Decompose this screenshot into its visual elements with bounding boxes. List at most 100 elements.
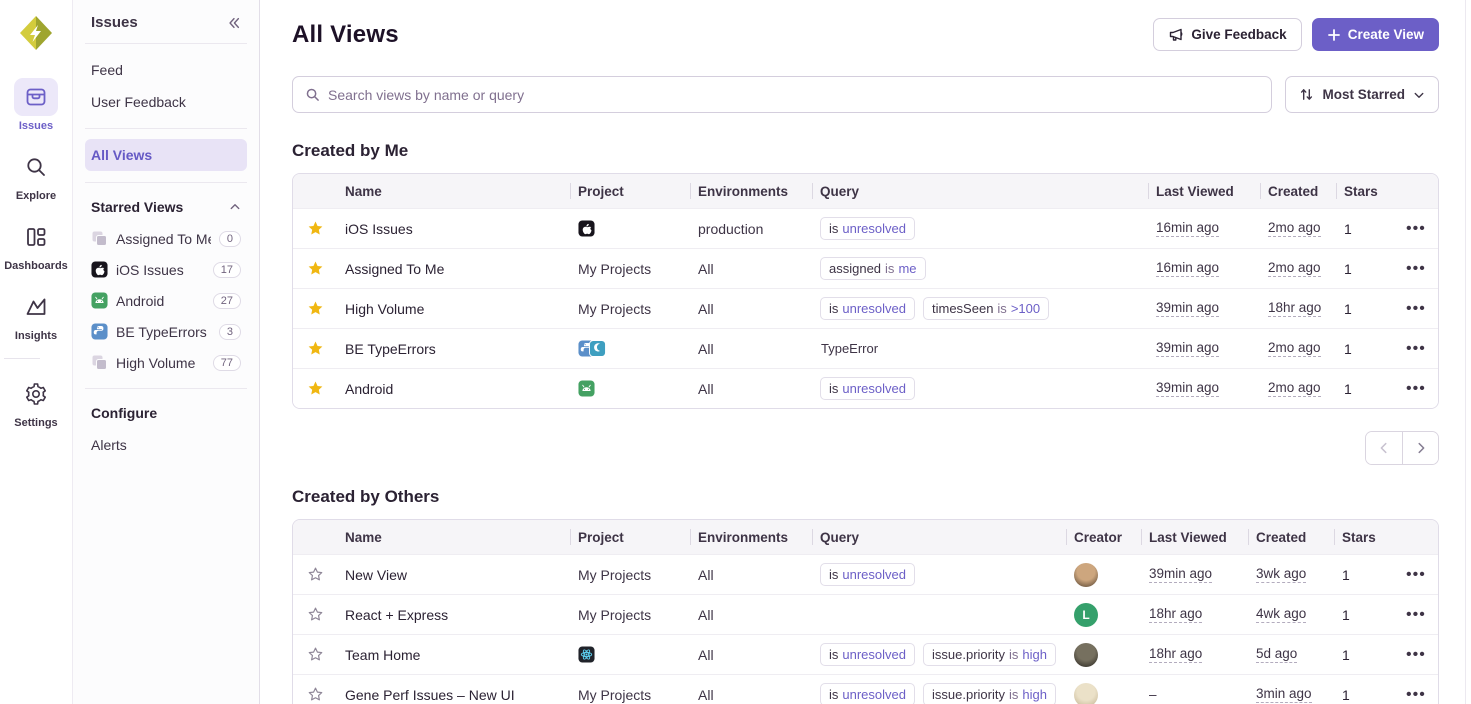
previous-page-button[interactable] xyxy=(1366,432,1402,464)
table-row: BE TypeErrors All TypeError 39min ago 2m… xyxy=(293,328,1438,368)
row-menu-button[interactable]: ••• xyxy=(1406,645,1426,663)
plus-icon xyxy=(1327,28,1341,42)
rail-item-dashboards[interactable]: Dashboards xyxy=(4,218,68,272)
rail-item-settings[interactable]: Settings xyxy=(4,375,68,429)
creator-avatar[interactable] xyxy=(1074,642,1098,667)
environments-value: All xyxy=(698,686,714,703)
view-name-link[interactable]: New View xyxy=(345,566,407,583)
rail-item-issues[interactable]: Issues xyxy=(4,78,68,132)
created-value: 3wk ago xyxy=(1256,566,1307,583)
row-menu-button[interactable]: ••• xyxy=(1406,605,1426,623)
view-name-link[interactable]: High Volume xyxy=(345,300,425,317)
row-menu-button[interactable]: ••• xyxy=(1406,259,1426,277)
column-header-project: Project xyxy=(570,174,690,208)
column-header-name: Name xyxy=(345,183,382,199)
view-name-link[interactable]: Gene Perf Issues – New UI xyxy=(345,686,515,703)
view-name-link[interactable]: BE TypeErrors xyxy=(345,340,436,357)
rail-item-insights[interactable]: Insights xyxy=(4,288,68,342)
star-outline-icon[interactable] xyxy=(307,566,324,583)
row-menu-button[interactable]: ••• xyxy=(1406,339,1426,357)
query-chip: assigned is me xyxy=(820,257,926,280)
starred-view-ios-issues[interactable]: iOS Issues 17 xyxy=(85,254,247,285)
view-name-link[interactable]: Team Home xyxy=(345,646,421,663)
sidebar-item-all-views[interactable]: All Views xyxy=(85,139,247,171)
star-outline-icon[interactable] xyxy=(307,606,324,623)
starred-view-high-volume[interactable]: High Volume 77 xyxy=(85,347,247,378)
dashboards-icon xyxy=(24,225,48,249)
table-row: Gene Perf Issues – New UI My Projects Al… xyxy=(293,674,1438,704)
view-name-link[interactable]: Android xyxy=(345,380,394,397)
search-views-input[interactable] xyxy=(328,86,1260,103)
starred-views-title: Starred Views xyxy=(91,199,184,215)
chevron-up-icon xyxy=(229,201,241,213)
view-name-link[interactable]: React + Express xyxy=(345,606,449,623)
chevron-down-icon xyxy=(1413,89,1425,101)
creator-avatar[interactable]: L xyxy=(1074,602,1098,627)
starred-view-assigned-to-me[interactable]: Assigned To Me 0 xyxy=(85,223,247,254)
project-icons xyxy=(578,220,595,237)
creator-avatar[interactable] xyxy=(1074,562,1098,587)
row-menu-button[interactable]: ••• xyxy=(1406,219,1426,237)
column-header-stars: Stars xyxy=(1334,520,1392,554)
next-page-button[interactable] xyxy=(1402,432,1438,464)
android-icon xyxy=(91,292,108,309)
rail-item-label: Insights xyxy=(14,330,58,342)
creator-avatar[interactable] xyxy=(1074,682,1098,704)
star-filled-icon[interactable] xyxy=(307,380,324,397)
star-filled-icon[interactable] xyxy=(307,220,324,237)
sidebar-item-feed[interactable]: Feed xyxy=(91,62,123,78)
sidebar-item-user-feedback[interactable]: User Feedback xyxy=(91,94,186,110)
project-icons xyxy=(578,380,595,397)
starred-view-android[interactable]: Android 27 xyxy=(85,285,247,316)
starred-view-be-typeerrors[interactable]: BE TypeErrors 3 xyxy=(85,316,247,347)
menu-column-header xyxy=(1392,174,1438,208)
megaphone-icon xyxy=(1168,27,1184,43)
teal-icon xyxy=(589,340,606,357)
query-chip: issue.priority is high xyxy=(923,683,1056,704)
environments-value: All xyxy=(698,380,714,397)
table-row: Team Home All is unresolved issue.priorit… xyxy=(293,634,1438,674)
sidebar-item-alerts[interactable]: Alerts xyxy=(91,437,127,453)
starred-view-label: Android xyxy=(116,292,165,309)
environments-value: All xyxy=(698,606,714,623)
collapse-sidebar-icon[interactable] xyxy=(227,16,241,30)
column-header-creator: Creator xyxy=(1066,520,1141,554)
starred-view-label: BE TypeErrors xyxy=(116,323,207,340)
star-filled-icon[interactable] xyxy=(307,340,324,357)
star-filled-icon[interactable] xyxy=(307,300,324,317)
project-label: My Projects xyxy=(578,260,652,277)
row-menu-button[interactable]: ••• xyxy=(1406,685,1426,703)
rail-item-explore[interactable]: Explore xyxy=(4,148,68,202)
star-column-header xyxy=(293,174,337,208)
view-name-link[interactable]: iOS Issues xyxy=(345,220,413,237)
star-filled-icon[interactable] xyxy=(307,260,324,277)
settings-icon xyxy=(24,382,48,406)
star-outline-icon[interactable] xyxy=(307,686,324,703)
created-value: 18hr ago xyxy=(1268,300,1322,317)
view-name-link[interactable]: Assigned To Me xyxy=(345,260,445,277)
row-menu-button[interactable]: ••• xyxy=(1406,299,1426,317)
project-icons xyxy=(578,646,595,663)
created-value: 2mo ago xyxy=(1268,380,1321,397)
starred-view-label: High Volume xyxy=(116,354,196,371)
give-feedback-button[interactable]: Give Feedback xyxy=(1153,18,1302,51)
star-outline-icon[interactable] xyxy=(307,646,324,663)
configure-title: Configure xyxy=(91,405,158,421)
create-view-button[interactable]: Create View xyxy=(1311,18,1439,51)
created-value: 2mo ago xyxy=(1268,220,1321,237)
table-row: Android All is unresolved 39min ago 2mo … xyxy=(293,368,1438,408)
python-icon xyxy=(91,323,108,340)
created-by-me-title: Created by Me xyxy=(292,141,409,160)
query-chip: is unresolved xyxy=(820,297,915,320)
sort-dropdown[interactable]: Most Starred xyxy=(1285,76,1439,113)
row-menu-button[interactable]: ••• xyxy=(1406,565,1426,583)
stars-count: 1 xyxy=(1344,300,1352,317)
stars-count: 1 xyxy=(1344,340,1352,357)
starred-views-section-toggle[interactable]: Starred Views xyxy=(85,182,247,223)
scrollbar-track[interactable] xyxy=(1465,0,1471,704)
sentry-logo[interactable] xyxy=(13,10,59,56)
row-menu-button[interactable]: ••• xyxy=(1406,379,1426,397)
rail-item-label: Settings xyxy=(14,417,58,429)
issue-count-badge: 27 xyxy=(212,292,241,309)
